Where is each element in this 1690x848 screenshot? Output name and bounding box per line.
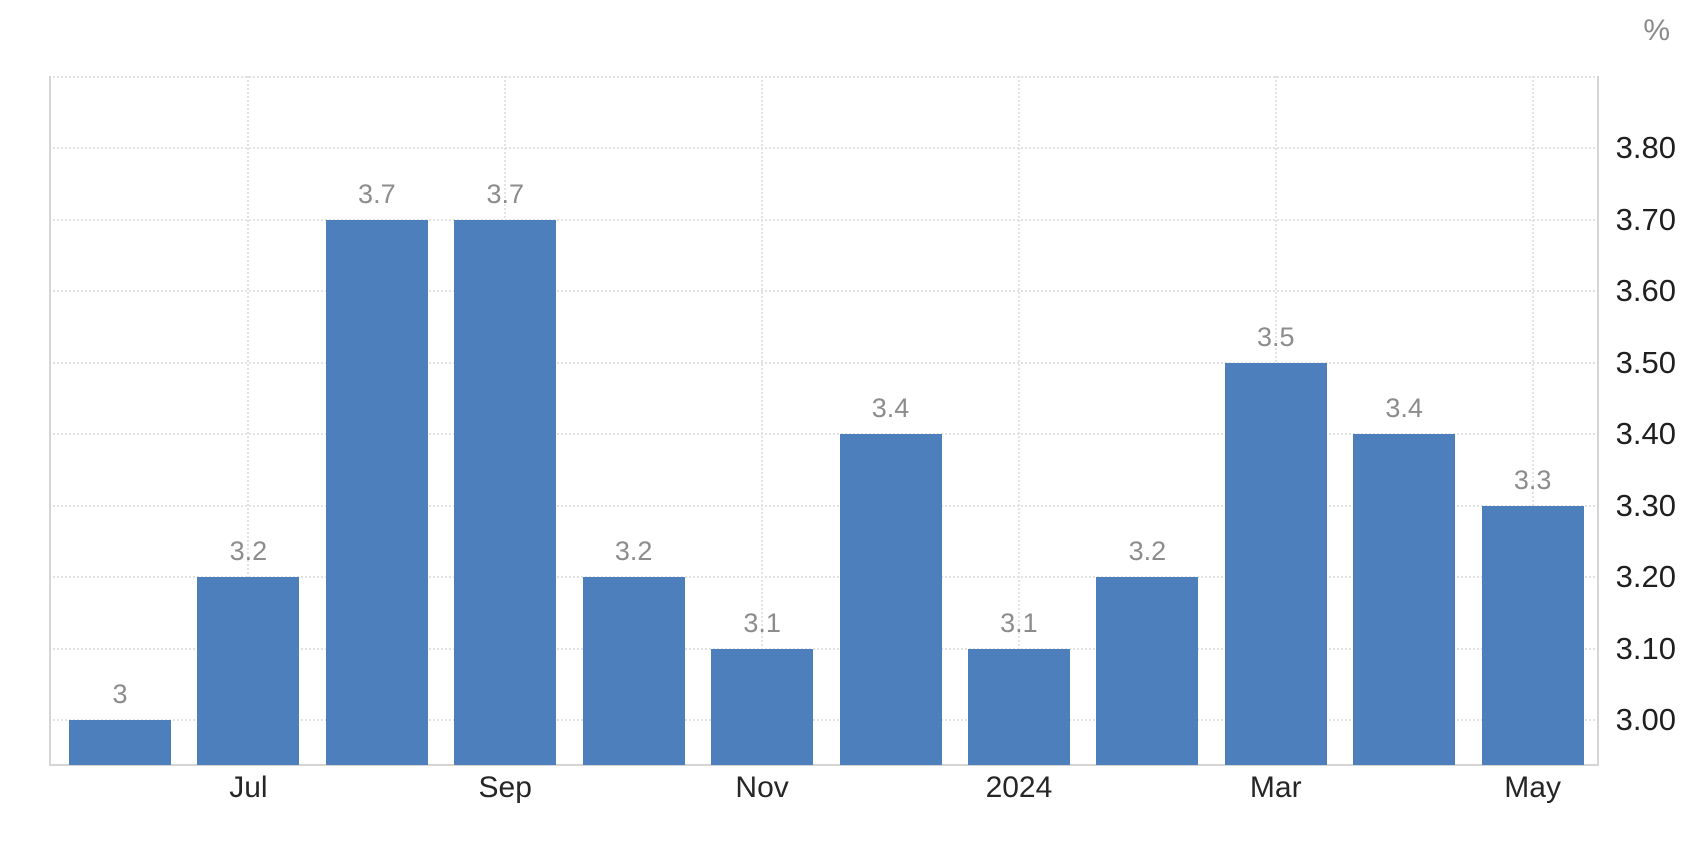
y-axis-tick-label: 3.00 (1615, 702, 1676, 737)
left-axis-line (49, 76, 51, 766)
x-axis-tick-label: Nov (735, 771, 789, 804)
horizontal-gridline (49, 576, 1599, 578)
y-axis-tick-label: 3.10 (1615, 630, 1676, 666)
bar-value-label: 3.7 (486, 178, 525, 209)
horizontal-gridline (49, 218, 1599, 221)
x-axis-tick-label: Jul (229, 771, 268, 804)
bar-value-label: 3.1 (1000, 607, 1038, 638)
bar-value-label: 3.7 (358, 178, 396, 209)
y-axis-tick-label: 3.50 (1615, 344, 1676, 380)
bar[interactable] (69, 720, 171, 765)
vertical-gridline (1017, 76, 1020, 766)
y-axis-tick-label: 3.30 (1615, 487, 1676, 523)
bar[interactable] (1224, 362, 1327, 765)
bottom-axis-line (49, 764, 1599, 766)
x-axis-tick-label: May (1504, 771, 1561, 804)
bar[interactable] (325, 219, 428, 765)
horizontal-gridline (49, 361, 1599, 364)
bar-value-label: 3 (112, 679, 128, 709)
bar[interactable] (1096, 577, 1199, 765)
y-axis-tick-label: 3.70 (1615, 201, 1676, 237)
bar-value-label: 3.4 (1385, 393, 1423, 423)
bar[interactable] (197, 577, 300, 765)
bar-value-label: 3.5 (1256, 321, 1295, 352)
bar-value-label: 3.1 (743, 607, 781, 638)
y-axis-tick-label: 3.80 (1615, 130, 1676, 165)
bar-value-label: 3.4 (871, 393, 910, 423)
vertical-gridline (1531, 76, 1534, 766)
bar[interactable] (839, 434, 942, 765)
horizontal-gridline (49, 647, 1599, 650)
horizontal-gridline (49, 290, 1599, 292)
bar[interactable] (582, 577, 685, 765)
x-axis-tick-label: Mar (1249, 771, 1302, 804)
y-axis-unit-label: % (1643, 14, 1670, 47)
x-axis-tick-label: Sep (478, 771, 532, 804)
y-axis-tick-label: 3.60 (1615, 273, 1676, 308)
bar-value-label: 3.2 (229, 536, 268, 566)
bar[interactable] (454, 219, 557, 765)
bar[interactable] (1481, 505, 1584, 765)
bar[interactable] (1353, 434, 1456, 765)
horizontal-gridline (49, 75, 1599, 78)
right-axis-line (1597, 76, 1599, 766)
horizontal-gridline (49, 433, 1599, 435)
bar-value-label: 3.2 (1128, 536, 1167, 566)
bar-value-label: 3.3 (1513, 464, 1552, 495)
y-axis-tick-label: 3.40 (1615, 416, 1676, 451)
horizontal-gridline (49, 147, 1599, 149)
horizontal-gridline (49, 719, 1599, 721)
y-axis-tick-label: 3.20 (1615, 559, 1676, 594)
vertical-gridline (247, 76, 250, 766)
horizontal-gridline (49, 504, 1599, 507)
x-axis-tick-label: 2024 (985, 771, 1053, 804)
bar-value-label: 3.2 (614, 536, 653, 566)
bar[interactable] (711, 648, 814, 765)
bar[interactable] (967, 648, 1070, 765)
vertical-gridline (761, 76, 764, 766)
